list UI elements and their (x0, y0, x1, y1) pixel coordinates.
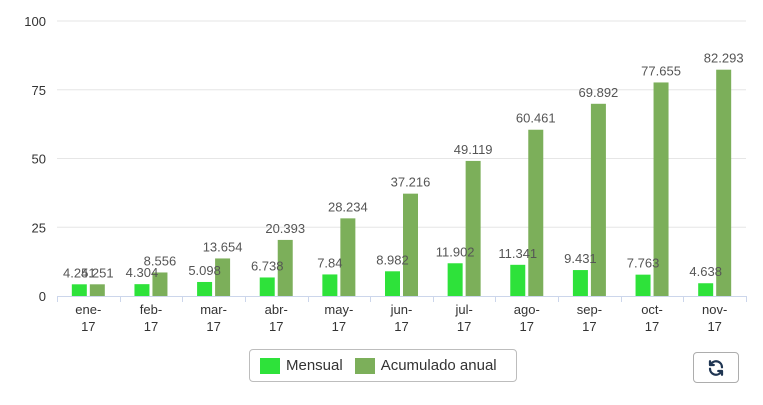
bar-acumulado-11[interactable] (716, 69, 732, 297)
legend-label-mensual: Mensual (286, 357, 343, 374)
x-tick-line: feb- (140, 302, 162, 317)
x-tick-line: 17 (645, 319, 659, 334)
x-tick-label-7: jul- 17 (454, 302, 472, 334)
data-label-mensual-2: 4.304 (126, 265, 159, 280)
x-tick-line: 17 (206, 319, 220, 334)
data-label-mensual-10: 7.763 (627, 256, 660, 271)
x-tick-label-10: oct- 17 (641, 302, 663, 334)
bar-acumulado-1[interactable] (89, 284, 105, 296)
data-label-acumulado-3: 13.654 (203, 239, 243, 254)
legend: Mensual Acumulado anual (249, 349, 517, 382)
y-tick-label: 0 (39, 289, 46, 304)
data-label-acumulado-8: 60.461 (516, 111, 556, 126)
legend-item-mensual[interactable]: Mensual (260, 357, 343, 374)
data-label-acumulado-7: 49.119 (454, 142, 493, 157)
bar-mensual-1[interactable] (71, 284, 87, 296)
bar-mensual-11[interactable] (698, 283, 714, 296)
bar-acumulado-2[interactable] (152, 272, 168, 296)
x-tick-label-4: abr- 17 (265, 302, 288, 334)
x-tick-line: 17 (269, 319, 283, 334)
data-label-mensual-8: 11.341 (498, 246, 537, 261)
data-label-mensual-11: 4.638 (689, 264, 722, 279)
legend-swatch-acumulado (354, 357, 375, 374)
bar-acumulado-10[interactable] (653, 82, 669, 296)
data-label-acumulado-9: 69.892 (579, 85, 619, 100)
data-label-acumulado-6: 37.216 (391, 175, 431, 190)
refresh-icon (708, 359, 724, 376)
bar-acumulado-9[interactable] (590, 103, 606, 296)
data-label-mensual-4: 6.738 (251, 258, 284, 273)
data-label-mensual-7: 11.902 (436, 244, 475, 259)
x-tick-label-11: nov- 17 (702, 302, 727, 334)
refresh-button[interactable] (693, 352, 739, 383)
bar-mensual-4[interactable] (259, 277, 275, 296)
x-tick-label-1: ene- 17 (75, 302, 101, 334)
x-tick-label-6: jun- 17 (390, 302, 413, 334)
bar-mensual-10[interactable] (635, 274, 651, 296)
data-label-mensual-1: 4.251 (63, 265, 96, 280)
bar-acumulado-4[interactable] (277, 239, 293, 296)
bar-acumulado-3[interactable] (215, 258, 231, 296)
data-label-mensual-5: 7.84 (317, 255, 342, 270)
x-tick-label-5: may- 17 (324, 302, 353, 334)
data-label-acumulado-1: 4.251 (81, 265, 114, 280)
gridlines (57, 20, 746, 228)
data-label-acumulado-11: 82.293 (704, 51, 744, 66)
legend-swatch-mensual (260, 357, 280, 374)
x-tick-line: may- (324, 302, 353, 317)
bar-acumulado-5[interactable] (340, 218, 356, 296)
data-label-acumulado-4: 20.393 (265, 221, 305, 236)
bar-acumulado-7[interactable] (465, 160, 481, 296)
y-tick-label: 25 (32, 220, 46, 235)
x-tick-line: jun- (390, 302, 413, 317)
legend-label-acumulado: Acumulado anual (380, 357, 497, 374)
bar-mensual-2[interactable] (134, 284, 150, 296)
bar-mensual-6[interactable] (385, 271, 400, 296)
y-tick-label: 100 (24, 14, 46, 29)
bar-mensual-7[interactable] (447, 263, 463, 296)
y-tick-label: 75 (32, 83, 46, 98)
x-tick-line: 17 (81, 319, 95, 334)
data-label-mensual-9: 9.431 (564, 251, 597, 266)
y-tick-label: 50 (32, 152, 46, 167)
x-tick-line: 17 (144, 319, 158, 334)
x-tick-label-3: mar- 17 (200, 302, 227, 334)
x-tick-line: 17 (394, 319, 408, 334)
data-label-acumulado-2: 8.556 (144, 253, 177, 268)
x-tick-line: 17 (707, 319, 721, 334)
bar-mensual-8[interactable] (510, 264, 526, 296)
data-label-mensual-6: 8.982 (376, 252, 409, 267)
x-tick-line: 17 (582, 319, 596, 334)
x-tick-line: 17 (520, 319, 534, 334)
x-axis: ene-17feb-17mar-17abr-17may-17jun-17jul-… (57, 296, 747, 334)
data-label-acumulado-10: 77.655 (641, 63, 681, 78)
x-tick-line: 17 (457, 319, 471, 334)
bar-acumulado-6[interactable] (403, 193, 418, 296)
bar-acumulado-8[interactable] (528, 129, 544, 296)
bar-mensual-3[interactable] (197, 281, 213, 296)
x-tick-line: nov- (702, 302, 727, 317)
y-axis-ticks: 0 25 50 75 100 (24, 14, 46, 304)
x-tick-line: sep- (577, 302, 602, 317)
x-tick-line: oct- (641, 302, 663, 317)
x-tick-line: ago- (514, 302, 540, 317)
x-tick-line: ene- (75, 302, 101, 317)
data-label-acumulado-5: 28.234 (328, 199, 368, 214)
x-tick-label-9: sep- 17 (577, 302, 602, 334)
legend-item-acumulado[interactable]: Acumulado anual (354, 357, 497, 374)
x-tick-line: jul- (454, 302, 472, 317)
x-tick-line: 17 (332, 319, 346, 334)
bar-mensual-5[interactable] (322, 274, 338, 296)
data-label-mensual-3: 5.098 (188, 263, 221, 278)
bar-mensual-9[interactable] (572, 270, 588, 296)
x-tick-label-8: ago- 17 (514, 302, 540, 334)
bars (71, 69, 732, 297)
x-tick-line: mar- (200, 302, 227, 317)
x-tick-label-2: feb- 17 (140, 302, 162, 334)
x-tick-line: abr- (265, 302, 288, 317)
